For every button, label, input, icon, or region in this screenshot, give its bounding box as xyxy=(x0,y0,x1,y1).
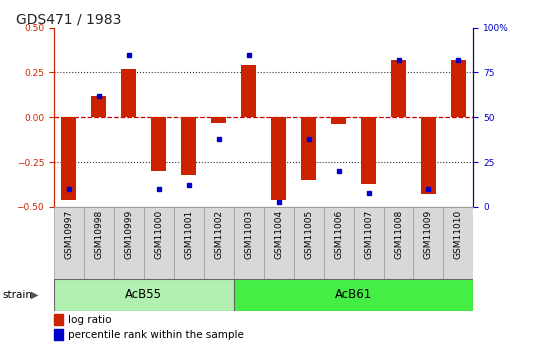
FancyBboxPatch shape xyxy=(353,207,384,279)
FancyBboxPatch shape xyxy=(84,207,114,279)
Bar xyxy=(91,96,106,117)
Text: GSM11007: GSM11007 xyxy=(364,210,373,259)
Text: GSM11001: GSM11001 xyxy=(184,210,193,259)
FancyBboxPatch shape xyxy=(233,207,264,279)
Bar xyxy=(211,117,226,123)
Text: GSM11009: GSM11009 xyxy=(424,210,433,259)
Text: GSM10998: GSM10998 xyxy=(94,210,103,259)
Text: AcB61: AcB61 xyxy=(335,288,372,302)
Bar xyxy=(391,60,406,117)
FancyBboxPatch shape xyxy=(233,279,473,311)
Bar xyxy=(421,117,436,195)
FancyBboxPatch shape xyxy=(443,207,473,279)
FancyBboxPatch shape xyxy=(114,207,144,279)
Bar xyxy=(451,60,466,117)
Text: GSM11008: GSM11008 xyxy=(394,210,403,259)
Bar xyxy=(121,69,136,117)
Bar xyxy=(331,117,346,125)
Text: log ratio: log ratio xyxy=(68,315,111,325)
Text: percentile rank within the sample: percentile rank within the sample xyxy=(68,329,244,339)
Text: GSM11006: GSM11006 xyxy=(334,210,343,259)
Text: AcB55: AcB55 xyxy=(125,288,162,302)
FancyBboxPatch shape xyxy=(54,279,233,311)
Text: GSM11004: GSM11004 xyxy=(274,210,283,259)
Text: GSM11003: GSM11003 xyxy=(244,210,253,259)
Text: GSM10997: GSM10997 xyxy=(64,210,73,259)
Text: GSM11000: GSM11000 xyxy=(154,210,163,259)
FancyBboxPatch shape xyxy=(294,207,323,279)
FancyBboxPatch shape xyxy=(144,207,174,279)
Bar xyxy=(361,117,376,184)
FancyBboxPatch shape xyxy=(54,207,84,279)
FancyBboxPatch shape xyxy=(264,207,294,279)
Bar xyxy=(271,117,286,200)
Bar xyxy=(181,117,196,175)
Bar xyxy=(54,314,63,325)
Bar xyxy=(301,117,316,180)
Text: GSM11002: GSM11002 xyxy=(214,210,223,259)
Text: GSM10999: GSM10999 xyxy=(124,210,133,259)
FancyBboxPatch shape xyxy=(414,207,443,279)
Text: ▶: ▶ xyxy=(31,290,38,300)
Bar xyxy=(151,117,166,171)
Text: GSM11010: GSM11010 xyxy=(454,210,463,259)
Bar xyxy=(61,117,76,200)
Text: GSM11005: GSM11005 xyxy=(304,210,313,259)
FancyBboxPatch shape xyxy=(174,207,204,279)
FancyBboxPatch shape xyxy=(323,207,353,279)
Bar xyxy=(54,329,63,340)
FancyBboxPatch shape xyxy=(204,207,233,279)
Text: GDS471 / 1983: GDS471 / 1983 xyxy=(16,12,122,27)
Bar xyxy=(241,65,256,117)
FancyBboxPatch shape xyxy=(384,207,414,279)
Text: strain: strain xyxy=(3,290,33,300)
